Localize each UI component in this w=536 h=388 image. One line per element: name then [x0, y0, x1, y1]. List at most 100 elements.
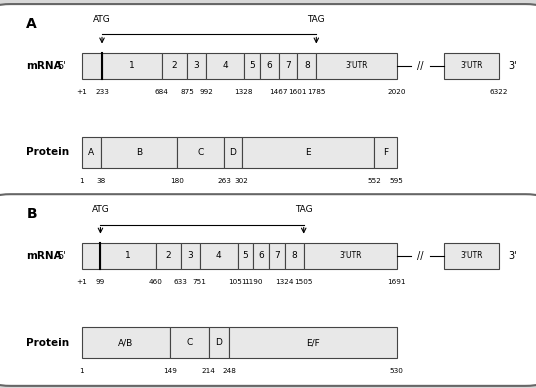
Bar	[81, 243, 100, 269]
Text: 2: 2	[172, 61, 177, 70]
Bar	[100, 243, 155, 269]
Text: 2020: 2020	[388, 89, 406, 95]
Bar	[200, 243, 237, 269]
Bar	[229, 327, 397, 358]
Text: 302: 302	[235, 178, 249, 184]
Text: 180: 180	[170, 178, 184, 184]
Text: 3'UTR: 3'UTR	[460, 61, 483, 70]
Text: 4: 4	[222, 61, 228, 70]
Text: 552: 552	[367, 178, 381, 184]
Bar	[224, 137, 242, 168]
Text: 3: 3	[188, 251, 193, 260]
Bar	[374, 137, 397, 168]
Text: A/B: A/B	[118, 338, 133, 347]
Text: 1324: 1324	[276, 279, 294, 285]
Text: 3': 3'	[509, 251, 517, 261]
Bar	[101, 137, 177, 168]
Text: 263: 263	[218, 178, 231, 184]
Text: ATG: ATG	[93, 16, 111, 24]
Text: 1051: 1051	[228, 279, 247, 285]
Bar	[81, 327, 170, 358]
Text: 1: 1	[125, 251, 131, 260]
Text: 6: 6	[266, 61, 272, 70]
Bar	[244, 53, 259, 79]
Text: 8: 8	[304, 61, 310, 70]
Bar	[297, 53, 316, 79]
Bar	[177, 137, 224, 168]
Text: 99: 99	[96, 279, 105, 285]
Text: 3'UTR: 3'UTR	[345, 61, 368, 70]
Text: 1505: 1505	[294, 279, 313, 285]
Bar	[155, 243, 181, 269]
Bar	[209, 327, 229, 358]
Text: 1601: 1601	[288, 89, 307, 95]
Text: 6: 6	[258, 251, 264, 260]
Bar	[285, 243, 304, 269]
Bar	[102, 53, 162, 79]
Text: E/F: E/F	[306, 338, 320, 347]
Text: 233: 233	[95, 89, 109, 95]
Bar	[81, 137, 101, 168]
Text: 530: 530	[390, 368, 404, 374]
Text: B: B	[26, 207, 37, 221]
Bar	[187, 53, 206, 79]
Bar	[206, 53, 244, 79]
Text: TAG: TAG	[295, 206, 312, 215]
Bar	[259, 53, 279, 79]
Text: TAG: TAG	[308, 16, 325, 24]
FancyBboxPatch shape	[0, 194, 536, 386]
Text: C: C	[187, 338, 192, 347]
Text: 7: 7	[285, 61, 291, 70]
Text: C: C	[197, 148, 204, 157]
Text: 214: 214	[202, 368, 216, 374]
Text: 1785: 1785	[307, 89, 325, 95]
Text: 3'UTR: 3'UTR	[460, 251, 483, 260]
Text: mRNA: mRNA	[26, 61, 62, 71]
Text: 3'UTR: 3'UTR	[339, 251, 361, 260]
Text: 7: 7	[274, 251, 280, 260]
Bar	[81, 53, 102, 79]
Bar	[279, 53, 297, 79]
Text: 595: 595	[390, 178, 404, 184]
Bar	[304, 243, 397, 269]
Bar	[254, 243, 269, 269]
Text: 149: 149	[163, 368, 177, 374]
Text: 751: 751	[193, 279, 207, 285]
Text: //: //	[417, 251, 423, 261]
Text: 4: 4	[216, 251, 221, 260]
Text: ATG: ATG	[92, 206, 109, 215]
Text: 684: 684	[155, 89, 169, 95]
Text: 38: 38	[97, 178, 106, 184]
FancyBboxPatch shape	[0, 4, 536, 196]
Bar	[162, 53, 187, 79]
Bar	[237, 243, 254, 269]
Bar	[444, 53, 499, 79]
Bar	[170, 327, 209, 358]
Text: 5: 5	[249, 61, 255, 70]
Text: 5': 5'	[57, 251, 66, 261]
Bar	[269, 243, 285, 269]
Text: +1: +1	[76, 279, 87, 285]
Text: 248: 248	[222, 368, 236, 374]
Text: 6322: 6322	[490, 89, 508, 95]
Text: 3: 3	[193, 61, 199, 70]
Text: 1: 1	[79, 368, 84, 374]
Text: 875: 875	[180, 89, 194, 95]
Text: Protein: Protein	[26, 147, 70, 158]
Text: 5': 5'	[57, 61, 66, 71]
Text: 8: 8	[292, 251, 297, 260]
Text: 2: 2	[166, 251, 171, 260]
Text: 633: 633	[174, 279, 188, 285]
Text: 460: 460	[148, 279, 162, 285]
Text: 1691: 1691	[388, 279, 406, 285]
Text: F: F	[383, 148, 388, 157]
Text: 1190: 1190	[244, 279, 263, 285]
Bar	[444, 243, 499, 269]
Text: 992: 992	[199, 89, 213, 95]
Text: E: E	[305, 148, 311, 157]
Bar	[181, 243, 200, 269]
Text: 3': 3'	[509, 61, 517, 71]
Text: 1328: 1328	[235, 89, 253, 95]
Text: //: //	[417, 61, 423, 71]
Text: 1: 1	[79, 178, 84, 184]
